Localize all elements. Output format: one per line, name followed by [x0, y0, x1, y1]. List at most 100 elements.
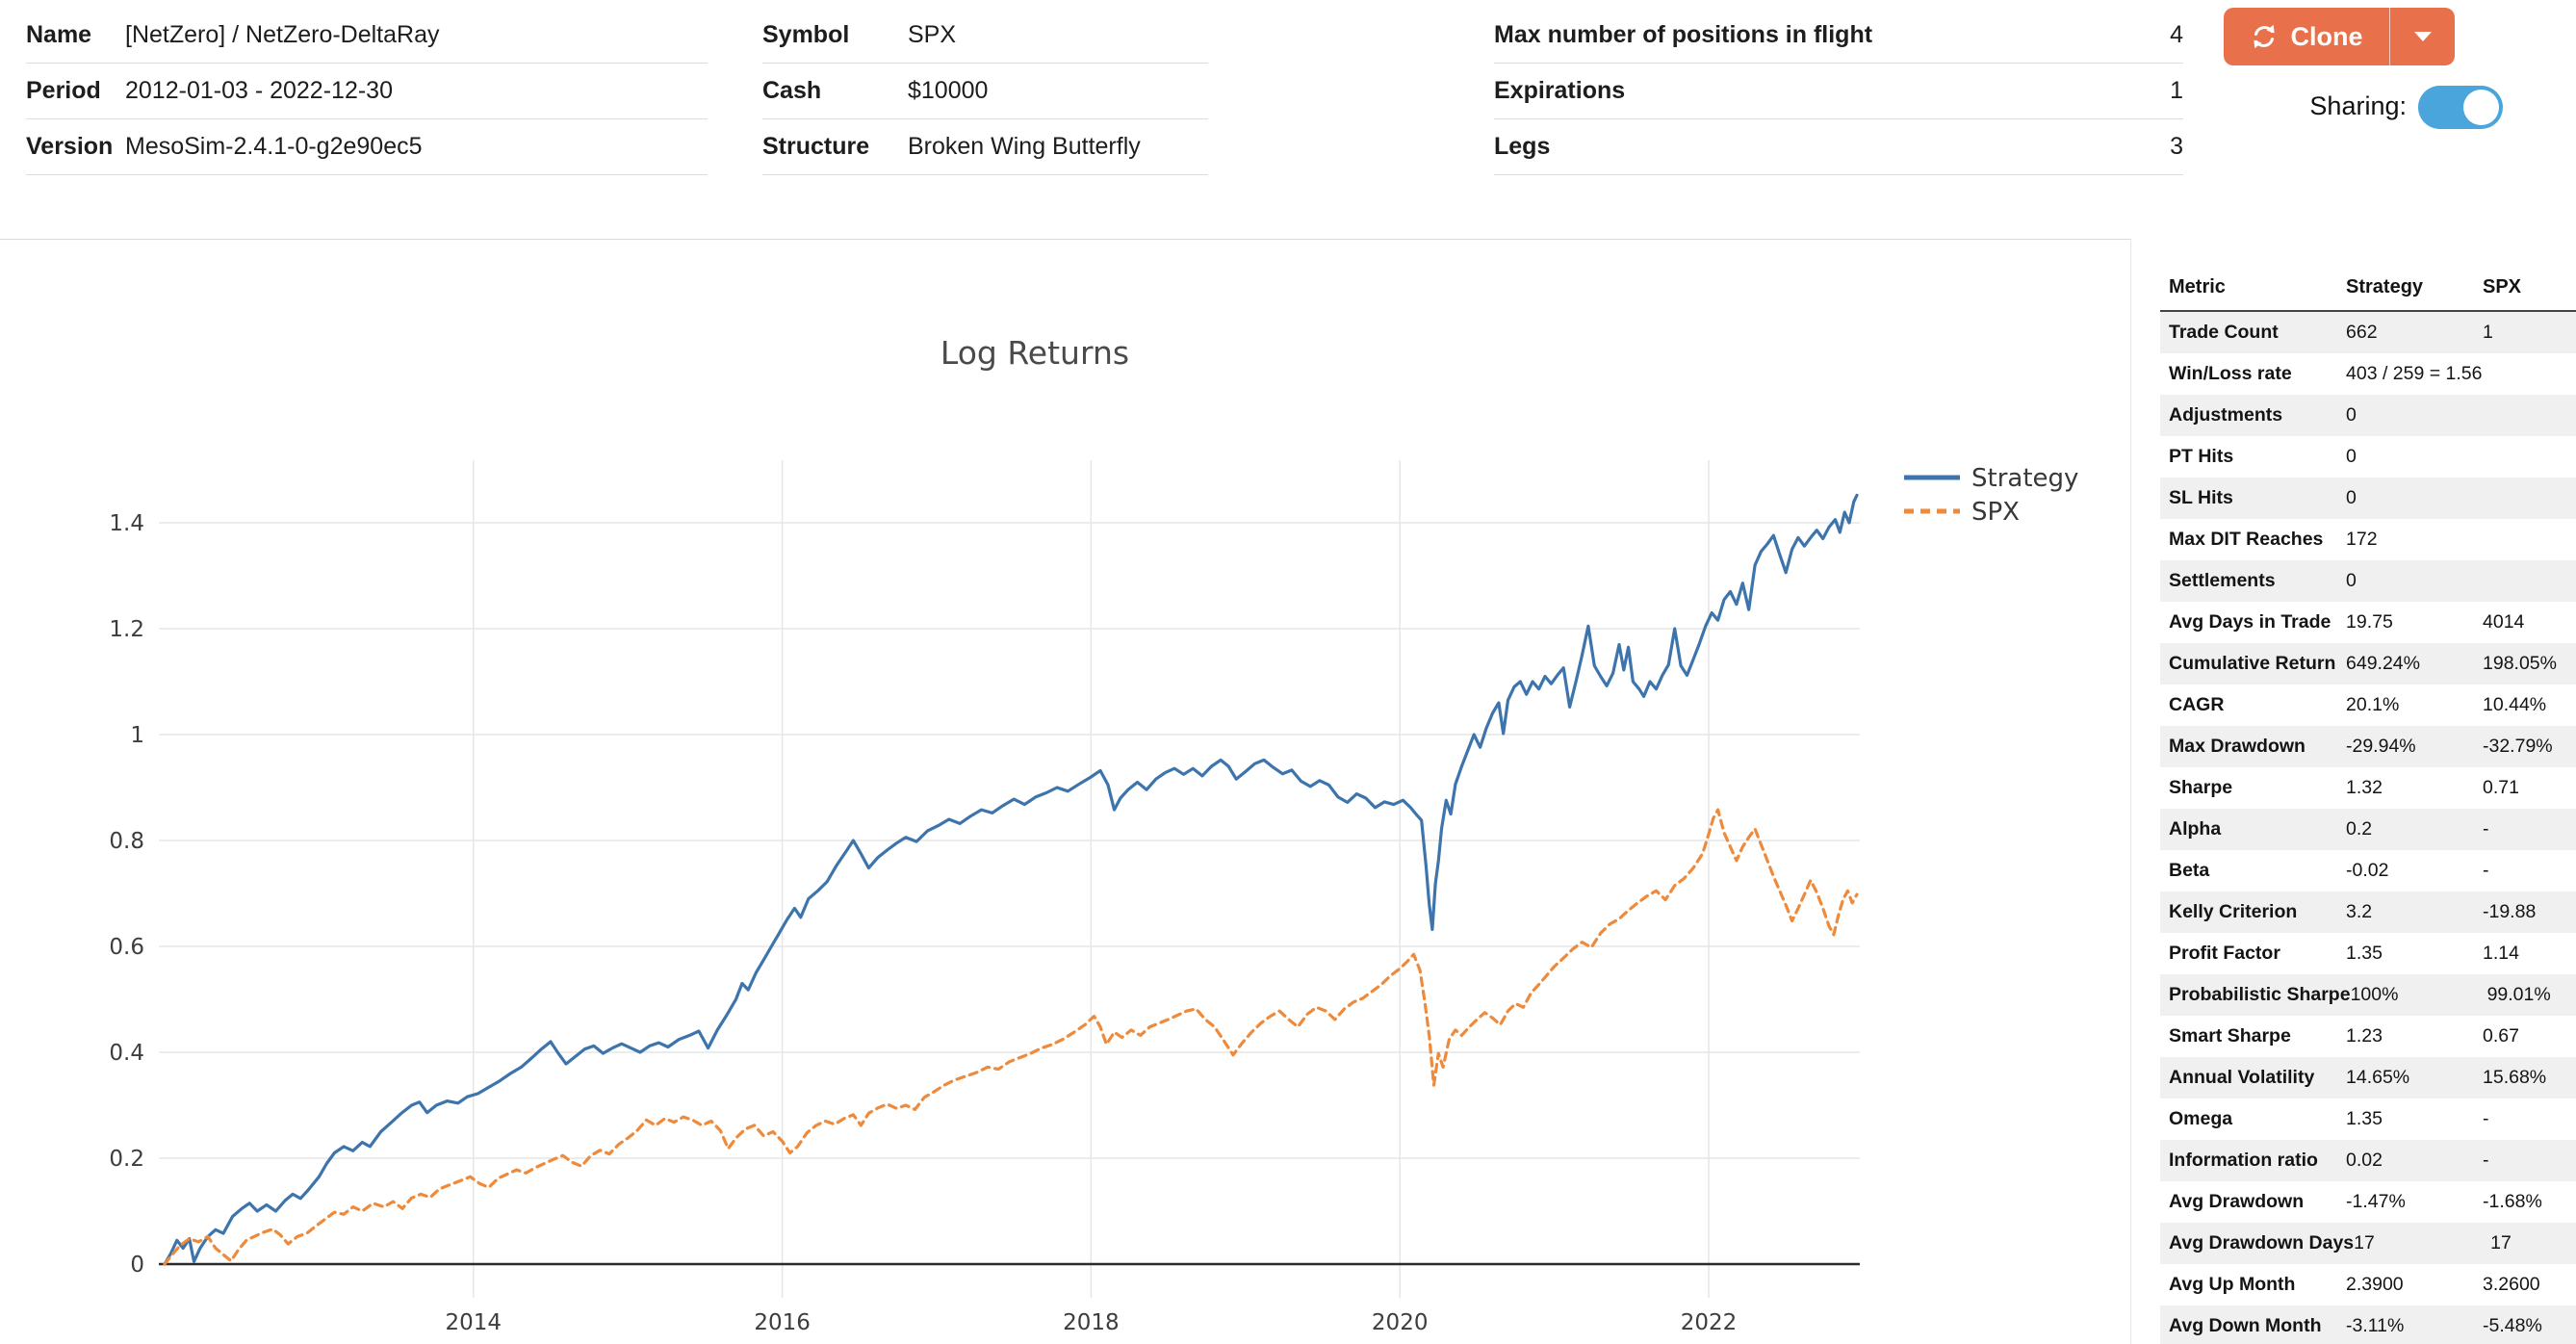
info-field-label: Version	[26, 133, 114, 160]
table-row: Kelly Criterion 3.2 -19.88	[2160, 892, 2576, 933]
table-row: Max Drawdown -29.94% -32.79%	[2160, 726, 2576, 767]
svg-text:0.4: 0.4	[109, 1041, 144, 1066]
cell-metric: Annual Volatility	[2169, 1067, 2315, 1088]
table-row: Win/Loss rate 403 / 259 = 1.56	[2160, 353, 2576, 395]
chart-title: Log Returns	[940, 334, 1129, 372]
cell-spx: -	[2483, 860, 2489, 881]
info-field-value: SPX	[908, 21, 957, 48]
cell-strategy: 0.2	[2346, 818, 2373, 840]
cell-metric: Probabilistic Sharpe	[2169, 984, 2351, 1005]
cell-strategy: 1.35	[2346, 943, 2383, 964]
svg-text:2022: 2022	[1681, 1310, 1738, 1335]
cell-strategy: 0.02	[2346, 1150, 2383, 1171]
cell-spx: 198.05%	[2483, 653, 2557, 674]
x-axis-tick-labels: 2014 2016 2018 2020 2022	[446, 1310, 1738, 1335]
cell-metric: Kelly Criterion	[2169, 901, 2298, 922]
svg-text:1.4: 1.4	[109, 511, 144, 536]
cell-strategy: 172	[2346, 529, 2378, 550]
cell-metric: PT Hits	[2169, 446, 2234, 467]
sharing-toggle[interactable]	[2418, 86, 2503, 129]
table-row: Avg Down Month -3.11% -5.48%	[2160, 1305, 2576, 1344]
info-column-instrument: Symbol SPX Cash $10000 Structure Broken Wing …	[762, 8, 1208, 175]
table-row: Beta -0.02 -	[2160, 850, 2576, 892]
metrics-panel: Metric Strategy SPX Trade Count 662 1 Win/L…	[2130, 239, 2576, 1344]
cell-metric: Win/Loss rate	[2169, 363, 2292, 384]
cell-spx: 1	[2483, 322, 2493, 343]
info-field-row: Structure Broken Wing Butterfly	[762, 119, 1208, 175]
cell-spx: 3.2600	[2483, 1274, 2540, 1295]
svg-text:2014: 2014	[446, 1310, 502, 1335]
metrics-table-header: Metric Strategy SPX	[2160, 239, 2576, 312]
cell-spx: -	[2483, 1108, 2489, 1129]
cell-strategy: 403 / 259 = 1.56	[2346, 363, 2483, 384]
chart-gridlines	[159, 460, 1860, 1298]
info-field-label: Cash	[762, 77, 822, 104]
cell-metric: Omega	[2169, 1108, 2233, 1129]
cell-spx: 4014	[2483, 611, 2525, 633]
clone-dropdown-button[interactable]	[2390, 8, 2455, 65]
table-row: Sharpe 1.32 0.71	[2160, 767, 2576, 809]
svg-text:0.8: 0.8	[109, 829, 144, 854]
cell-strategy: 0	[2346, 570, 2357, 591]
table-row: Cumulative Return 649.24% 198.05%	[2160, 643, 2576, 685]
table-row: Settlements 0	[2160, 560, 2576, 602]
clone-button-main[interactable]: Clone	[2224, 8, 2389, 65]
series-line-strategy	[163, 493, 1859, 1266]
cell-spx: 0.67	[2483, 1025, 2519, 1047]
svg-text:0.6: 0.6	[109, 935, 144, 960]
cell-metric: Avg Down Month	[2169, 1315, 2322, 1336]
table-row: CAGR 20.1% 10.44%	[2160, 685, 2576, 726]
info-field-label: Name	[26, 21, 92, 48]
legend-spx-label: SPX	[1971, 498, 2020, 527]
info-field-value: [NetZero] / NetZero-DeltaRay	[125, 21, 440, 48]
cell-spx: 10.44%	[2483, 694, 2547, 715]
table-row: Omega 1.35 -	[2160, 1098, 2576, 1140]
cell-strategy: 19.75	[2346, 611, 2393, 633]
series-line-spx	[163, 808, 1859, 1266]
table-row: Information ratio 0.02 -	[2160, 1140, 2576, 1181]
clone-button-label: Clone	[2290, 21, 2363, 51]
caret-down-icon	[2413, 32, 2432, 41]
cell-metric: Avg Days in Trade	[2169, 611, 2331, 633]
header-strategy: Strategy	[2346, 276, 2424, 297]
cell-strategy: 17	[2354, 1232, 2375, 1254]
info-field-value: 4	[2170, 21, 2183, 48]
info-field-label: Structure	[762, 133, 870, 160]
cell-metric: Cumulative Return	[2169, 653, 2336, 674]
clone-button[interactable]: Clone	[2224, 8, 2455, 65]
cell-metric: Information ratio	[2169, 1150, 2318, 1171]
info-field-value: 3	[2170, 133, 2183, 160]
info-field-label: Max number of positions in flight	[1494, 21, 1873, 48]
svg-text:1.2: 1.2	[109, 617, 144, 642]
cell-strategy: 20.1%	[2346, 694, 2400, 715]
table-row: Avg Drawdown Days 17 17	[2160, 1223, 2576, 1264]
cell-spx: 0.71	[2483, 777, 2519, 798]
info-field-row: Expirations 1	[1494, 64, 2183, 119]
metrics-table-body: Trade Count 662 1 Win/Loss rate 403 / 259 = …	[2160, 312, 2576, 1344]
table-row: Smart Sharpe 1.23 0.67	[2160, 1016, 2576, 1057]
cell-strategy: 0	[2346, 487, 2357, 508]
cell-strategy: 1.35	[2346, 1108, 2383, 1129]
sync-icon	[2254, 24, 2276, 49]
svg-text:2016: 2016	[754, 1310, 811, 1335]
chart-legend: Strategy SPX	[1904, 464, 2078, 527]
cell-spx: 17	[2490, 1232, 2512, 1254]
info-field-label: Symbol	[762, 21, 850, 48]
header-metric: Metric	[2169, 276, 2226, 297]
cell-metric: SL Hits	[2169, 487, 2233, 508]
cell-strategy: -29.94%	[2346, 736, 2416, 757]
cell-strategy: 649.24%	[2346, 653, 2420, 674]
info-field-value: 2012-01-03 - 2022-12-30	[125, 77, 393, 104]
info-field-row: Period 2012-01-03 - 2022-12-30	[26, 64, 708, 119]
table-row: PT Hits 0	[2160, 436, 2576, 478]
cell-strategy: 0	[2346, 446, 2357, 467]
log-returns-chart: 0 0.2 0.4 0.6 0.8 1 1.2 1.4 2014 2016 2018 2020 202…	[0, 241, 2156, 1344]
info-field-row: Name [NetZero] / NetZero-DeltaRay	[26, 8, 708, 64]
table-row: Probabilistic Sharpe 100% 99.01%	[2160, 974, 2576, 1016]
y-axis-tick-labels: 0 0.2 0.4 0.6 0.8 1 1.2 1.4	[109, 511, 144, 1278]
cell-spx: 15.68%	[2483, 1067, 2547, 1088]
cell-metric: Smart Sharpe	[2169, 1025, 2291, 1047]
cell-metric: Beta	[2169, 860, 2210, 881]
cell-strategy: 100%	[2350, 984, 2399, 1005]
